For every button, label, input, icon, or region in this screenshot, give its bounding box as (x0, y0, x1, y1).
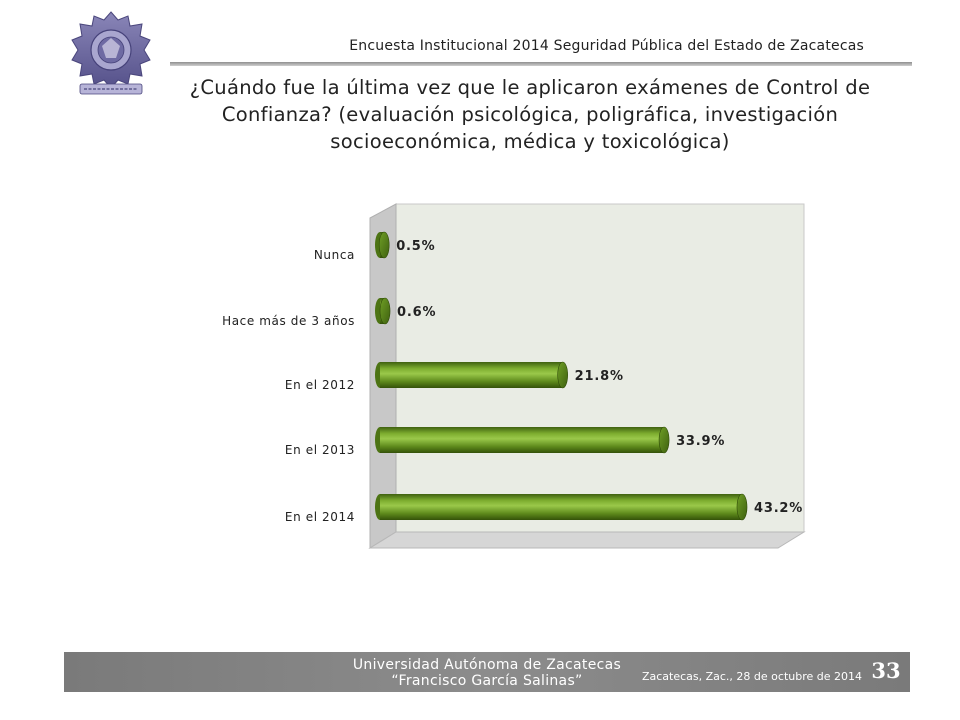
bar-value-label-3: 33.9% (676, 434, 725, 449)
category-label-2: En el 2012 (285, 378, 355, 392)
bar-value-label-4: 43.2% (754, 501, 803, 516)
question-line-3: socioeconómica, médica y toxicológica) (330, 130, 730, 153)
question-line-2: Confianza? (evaluación psicológica, poli… (221, 103, 839, 126)
university-seal-icon (71, 11, 151, 95)
category-label-3: En el 2013 (285, 443, 355, 457)
page-number: 33 (871, 658, 901, 683)
chart-floor (368, 531, 806, 549)
category-label-0: Nunca (314, 248, 355, 262)
survey-title: Encuesta Institucional 2014 Seguridad Pú… (349, 38, 864, 54)
footer-university: Universidad Autónoma de Zacatecas (352, 657, 622, 673)
header-divider (170, 62, 912, 66)
question-line-1: ¿Cuándo fue la última vez que le aplicar… (189, 76, 871, 99)
footer-bar (64, 652, 910, 692)
category-label-1: Hace más de 3 años (222, 314, 355, 328)
bar-3 (375, 426, 670, 454)
bar-1 (375, 297, 391, 325)
bar-2 (375, 361, 568, 389)
footer-date: Zacatecas, Zac., 28 de octubre de 2014 (641, 670, 862, 683)
question-text: ¿Cuándo fue la última vez que le aplicar… (150, 74, 910, 155)
bar-value-label-1: 0.6% (397, 305, 436, 320)
bar-4 (375, 493, 748, 521)
footer-university-name: “Francisco García Salinas” (391, 673, 583, 689)
bar-value-label-0: 0.5% (396, 239, 435, 254)
bar-value-label-2: 21.8% (575, 369, 624, 384)
bar-0 (375, 231, 390, 259)
category-label-4: En el 2014 (285, 510, 355, 524)
